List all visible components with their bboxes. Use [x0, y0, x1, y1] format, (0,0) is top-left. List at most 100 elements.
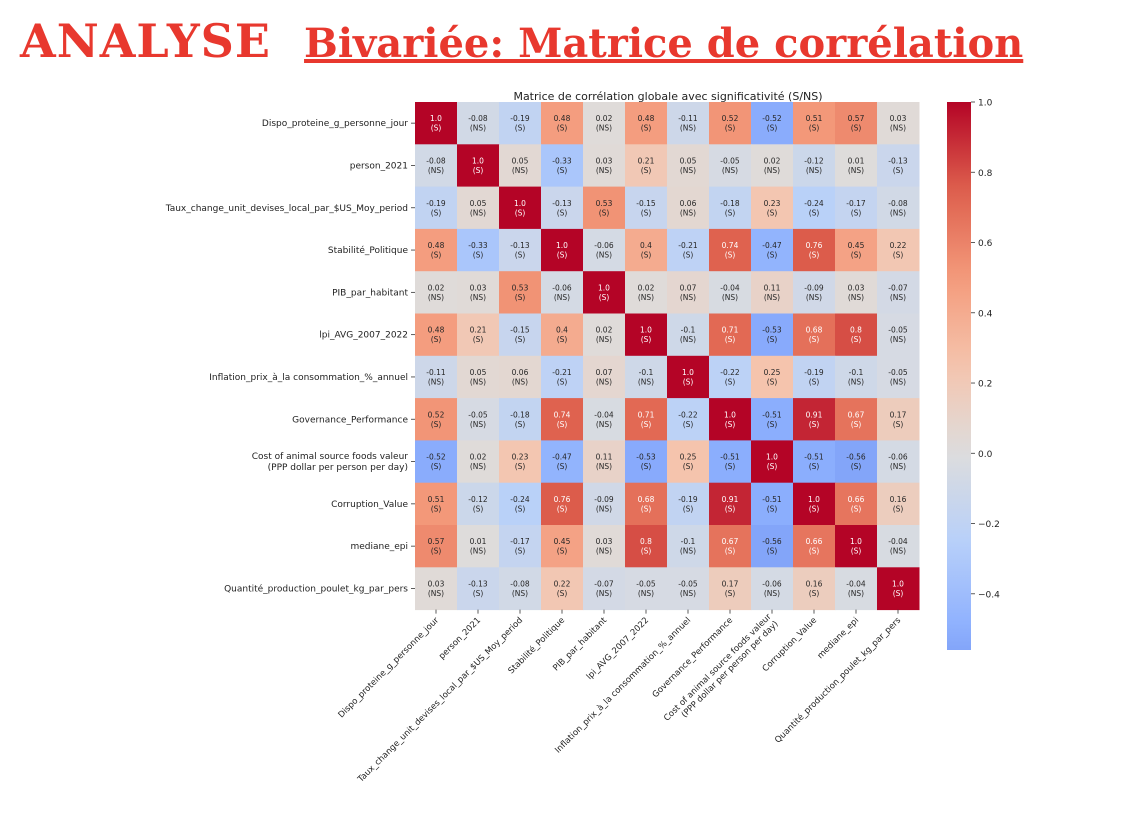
heatmap-cell-0-11	[877, 102, 920, 145]
cell-significance-label: (S)	[683, 462, 694, 471]
cell-significance-label: (NS)	[680, 208, 696, 217]
cell-significance-label: (NS)	[596, 335, 612, 344]
cell-significance-label: (S)	[641, 166, 652, 175]
cell-significance-label: (NS)	[470, 124, 486, 133]
x-axis-label: Taux_change_unit_devises_local_par_$US_M…	[356, 616, 526, 786]
heatmap-cell-10-11	[877, 525, 920, 568]
heatmap-cell-8-6	[667, 440, 710, 484]
cell-significance-label: (NS)	[512, 166, 528, 175]
cell-value-label: -0.04	[888, 537, 908, 546]
cell-significance-label: (NS)	[890, 335, 906, 344]
heatmap-cell-0-10	[835, 102, 878, 145]
heatmap-cell-10-6	[667, 525, 710, 568]
cell-significance-label: (S)	[431, 420, 442, 429]
cell-significance-label: (S)	[515, 293, 526, 302]
cell-value-label: 1.0	[598, 283, 610, 292]
y-axis-label: Dispo_proteine_g_personne_jour	[262, 119, 408, 129]
colorbar-tick-label: 1.0	[978, 99, 993, 109]
x-axis-label: person_2021	[437, 616, 483, 662]
cell-significance-label: (NS)	[470, 547, 486, 556]
heatmap-cell-4-3	[541, 271, 584, 314]
heatmap-cell-4-1	[457, 271, 500, 314]
heatmap-cell-10-5	[625, 525, 668, 568]
cell-significance-label: (S)	[683, 251, 694, 260]
cell-value-label: -0.13	[468, 579, 488, 588]
cell-significance-label: (S)	[809, 589, 820, 598]
heatmap-cell-5-4	[583, 313, 626, 357]
cell-value-label: -0.51	[720, 453, 740, 462]
cell-value-label: 0.03	[596, 156, 613, 165]
cell-value-label: -0.09	[804, 283, 824, 292]
heatmap-cell-9-7	[709, 482, 752, 526]
cell-value-label: 0.48	[554, 114, 571, 123]
heatmap-cell-4-8	[751, 271, 794, 314]
cell-value-label: -0.24	[510, 495, 530, 504]
cell-value-label: -0.05	[468, 410, 488, 419]
cell-significance-label: (S)	[515, 208, 526, 217]
heatmap-cells: 1.0(S)-0.08(NS)-0.19(S)0.48(S)0.02(NS)0.…	[415, 102, 920, 611]
cell-significance-label: (NS)	[470, 293, 486, 302]
cell-value-label: -0.12	[804, 156, 824, 165]
cell-value-label: 0.06	[512, 368, 529, 377]
cell-significance-label: (S)	[725, 335, 736, 344]
cell-significance-label: (S)	[431, 124, 442, 133]
cell-significance-label: (NS)	[722, 293, 738, 302]
cell-significance-label: (S)	[809, 504, 820, 513]
cell-value-label: 0.74	[722, 241, 739, 250]
cell-value-label: 0.91	[722, 495, 739, 504]
cell-significance-label: (NS)	[596, 420, 612, 429]
cell-value-label: -0.05	[678, 579, 698, 588]
cell-value-label: -0.17	[510, 537, 530, 546]
cell-value-label: 0.91	[806, 410, 823, 419]
cell-significance-label: (S)	[641, 251, 652, 260]
cell-value-label: -0.1	[849, 368, 864, 377]
cell-value-label: 0.57	[428, 537, 445, 546]
cell-significance-label: (NS)	[806, 166, 822, 175]
heatmap-cell-9-5	[625, 482, 668, 526]
cell-value-label: 0.76	[806, 241, 823, 250]
cell-value-label: -0.06	[594, 241, 614, 250]
heatmap-cell-11-11	[877, 567, 920, 611]
cell-value-label: 0.11	[764, 283, 781, 292]
y-axis-label: lpi_AVG_2007_2022	[319, 331, 408, 341]
heatmap-cell-9-3	[541, 482, 584, 526]
cell-significance-label: (S)	[431, 504, 442, 513]
cell-value-label: -0.04	[846, 579, 866, 588]
heatmap-cell-3-10	[835, 228, 878, 272]
cell-value-label: 0.02	[596, 326, 613, 335]
cell-value-label: -0.05	[636, 579, 656, 588]
heatmap-cell-1-2	[499, 144, 542, 188]
heatmap-cell-10-3	[541, 525, 584, 568]
cell-value-label: 0.02	[428, 283, 445, 292]
cell-value-label: -0.12	[468, 495, 488, 504]
cell-value-label: 0.52	[428, 410, 445, 419]
cell-significance-label: (S)	[809, 251, 820, 260]
cell-significance-label: (S)	[473, 335, 484, 344]
slide-subtitle: Bivariée: Matrice de corrélation	[304, 20, 1024, 67]
cell-value-label: -0.22	[720, 368, 740, 377]
x-axis-label: Dispo_proteine_g_personne_jour	[336, 615, 441, 720]
heatmap-cell-6-6	[667, 355, 710, 399]
cell-value-label: 0.48	[638, 114, 655, 123]
heatmap-cell-3-0	[415, 228, 458, 272]
cell-value-label: -0.19	[804, 368, 824, 377]
cell-significance-label: (NS)	[764, 293, 780, 302]
cell-significance-label: (S)	[767, 420, 778, 429]
cell-value-label: 0.02	[470, 453, 487, 462]
heatmap-cell-0-3	[541, 102, 584, 145]
cell-significance-label: (S)	[725, 208, 736, 217]
cell-significance-label: (S)	[641, 420, 652, 429]
cell-value-label: -0.19	[510, 114, 530, 123]
cell-significance-label: (S)	[809, 208, 820, 217]
cell-significance-label: (S)	[725, 251, 736, 260]
cell-value-label: -0.33	[552, 156, 572, 165]
heatmap-cell-1-9	[793, 144, 836, 188]
cell-significance-label: (NS)	[638, 589, 654, 598]
cell-value-label: 0.45	[848, 241, 865, 250]
cell-significance-label: (S)	[767, 251, 778, 260]
cell-significance-label: (S)	[641, 504, 652, 513]
cell-value-label: -0.08	[426, 156, 446, 165]
cell-significance-label: (S)	[431, 547, 442, 556]
heatmap-cell-5-6	[667, 313, 710, 357]
cell-value-label: -0.53	[762, 326, 782, 335]
